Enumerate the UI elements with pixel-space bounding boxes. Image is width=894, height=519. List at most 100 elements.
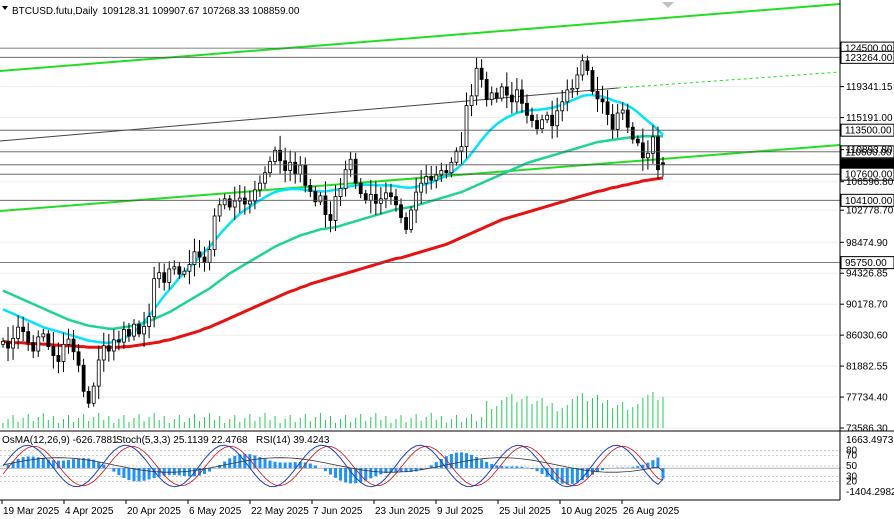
time-tick-label: 10 Aug 2025 bbox=[561, 506, 618, 517]
candle bbox=[560, 90, 565, 122]
candle bbox=[76, 344, 81, 373]
candle bbox=[600, 85, 605, 114]
candle bbox=[91, 382, 96, 407]
channel-upper-line bbox=[0, 3, 841, 72]
candle-body bbox=[499, 86, 504, 99]
candle-body bbox=[565, 89, 570, 103]
candle bbox=[525, 94, 529, 124]
candle-body bbox=[464, 105, 469, 148]
chart-shift-marker-icon[interactable] bbox=[662, 2, 674, 8]
candle bbox=[192, 238, 197, 277]
candle-body bbox=[308, 185, 313, 192]
candle-body bbox=[605, 101, 610, 115]
candle-body bbox=[6, 340, 10, 349]
candle bbox=[454, 147, 459, 166]
candle-body bbox=[439, 170, 444, 176]
candle-body bbox=[288, 161, 293, 171]
candle bbox=[127, 322, 131, 342]
candle-body bbox=[444, 170, 449, 174]
price-tick-label: 86030.60 bbox=[846, 331, 888, 342]
candle-body bbox=[46, 333, 51, 347]
candle-body bbox=[263, 172, 267, 184]
candle bbox=[399, 198, 403, 224]
candle-body bbox=[137, 323, 141, 335]
candle-body bbox=[162, 272, 167, 283]
candle bbox=[273, 146, 277, 165]
candle-body bbox=[368, 193, 373, 201]
candle bbox=[263, 166, 267, 189]
candle-body bbox=[640, 142, 645, 159]
candle bbox=[409, 206, 413, 233]
candle-body bbox=[419, 182, 424, 193]
candle-body bbox=[489, 92, 494, 100]
candle bbox=[106, 334, 111, 362]
candle bbox=[419, 170, 424, 204]
candle-body bbox=[152, 278, 157, 318]
candle-body bbox=[328, 214, 333, 221]
candle bbox=[590, 66, 595, 95]
candle-body bbox=[127, 329, 131, 337]
time-tick-label: 25 Jul 2025 bbox=[499, 506, 551, 517]
candle bbox=[479, 59, 484, 88]
candle-body bbox=[545, 114, 550, 121]
candle-body bbox=[595, 90, 600, 100]
candle-body bbox=[197, 251, 202, 258]
candle-body bbox=[540, 119, 544, 130]
candle-body bbox=[293, 161, 298, 175]
candle bbox=[303, 157, 308, 193]
candle-body bbox=[41, 333, 46, 338]
candle-body bbox=[51, 346, 56, 356]
candle-body bbox=[635, 138, 640, 144]
candle bbox=[373, 181, 378, 216]
candle bbox=[308, 178, 313, 198]
candle bbox=[343, 160, 348, 197]
candle-body bbox=[414, 191, 419, 211]
level-box bbox=[840, 193, 894, 207]
candle bbox=[137, 320, 141, 338]
candle bbox=[580, 54, 585, 81]
time-tick-label: 20 Apr 2025 bbox=[127, 506, 181, 517]
candle-body bbox=[212, 215, 217, 250]
candle bbox=[21, 316, 26, 342]
candle bbox=[656, 126, 660, 180]
level-box bbox=[840, 50, 894, 64]
candle bbox=[499, 83, 504, 102]
candle bbox=[404, 212, 408, 234]
candle bbox=[31, 335, 36, 359]
symbol-label: BTCUSD.futu,Daily bbox=[12, 6, 98, 17]
price-tick-label: 102778.70 bbox=[846, 206, 894, 217]
candle bbox=[16, 315, 21, 349]
time-tick-label: 4 Apr 2025 bbox=[65, 506, 114, 517]
price-candles bbox=[1, 54, 665, 408]
candle-body bbox=[318, 195, 323, 203]
candle-body bbox=[630, 126, 635, 140]
candle bbox=[197, 240, 202, 268]
candle-body bbox=[424, 176, 429, 184]
candle bbox=[247, 190, 252, 214]
candle bbox=[610, 104, 615, 139]
candle-body bbox=[132, 323, 136, 337]
candle bbox=[212, 208, 217, 257]
candle-body bbox=[222, 198, 227, 206]
candle-body bbox=[106, 345, 111, 352]
candle-body bbox=[353, 158, 358, 184]
candle bbox=[86, 386, 91, 408]
volume-histogram bbox=[2, 392, 664, 428]
rsi-line bbox=[2, 457, 664, 473]
candle bbox=[389, 183, 393, 205]
level-box bbox=[840, 167, 894, 181]
candle-body bbox=[585, 60, 590, 71]
candle-body bbox=[343, 169, 348, 189]
candle bbox=[147, 303, 152, 339]
osc-tick-label: 20 bbox=[846, 477, 858, 488]
candle-body bbox=[399, 204, 403, 218]
level-label: 108859.00 bbox=[845, 160, 893, 171]
candle bbox=[258, 175, 262, 197]
collapse-triangle-icon[interactable] bbox=[2, 6, 8, 10]
candle-body bbox=[656, 136, 660, 171]
candle bbox=[11, 325, 15, 360]
osc-tick-label: -1404.2982 bbox=[846, 487, 894, 498]
candle-body bbox=[550, 114, 555, 127]
candle bbox=[595, 76, 600, 112]
candle-body bbox=[268, 161, 272, 174]
